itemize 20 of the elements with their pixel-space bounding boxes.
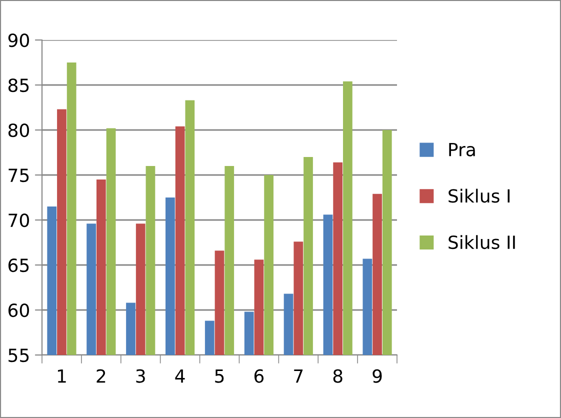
x-tick-label: 2 <box>96 369 106 383</box>
y-tick-label: 90 <box>8 33 29 48</box>
y-tick-label: 65 <box>8 258 29 272</box>
y-tick-label: 80 <box>8 123 29 138</box>
x-tick-label: 6 <box>254 369 264 383</box>
y-tick-label: 60 <box>8 303 29 318</box>
x-tick-label: 7 <box>294 369 303 383</box>
x-tick-label: 9 <box>372 369 382 383</box>
x-tick-label: 1 <box>58 369 66 383</box>
legend-label: Siklus II <box>448 235 515 250</box>
x-tick-label: 5 <box>215 369 224 383</box>
y-tick-label: 75 <box>8 168 29 182</box>
y-tick-label: 55 <box>8 348 29 362</box>
x-tick-label: 8 <box>333 369 342 383</box>
y-tick-label: 70 <box>8 213 29 228</box>
x-tick-label: 3 <box>136 369 145 383</box>
x-tick-label: 4 <box>175 369 185 383</box>
legend-label: Pra <box>449 142 475 156</box>
y-tick-label: 85 <box>8 78 29 92</box>
legend-label: Siklus I <box>448 188 510 203</box>
